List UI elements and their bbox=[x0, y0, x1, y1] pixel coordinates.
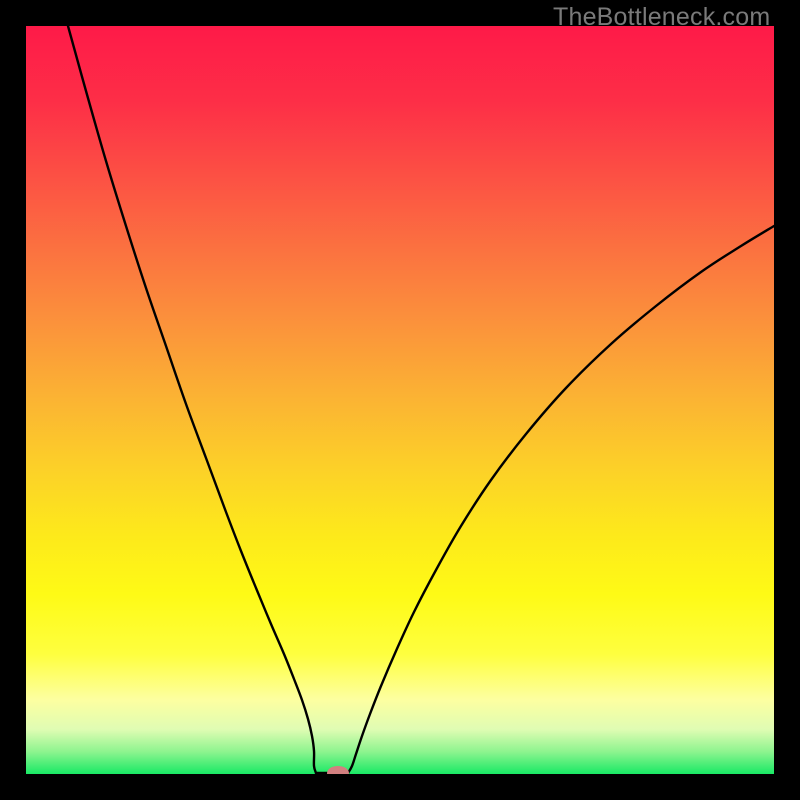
plot-background bbox=[26, 26, 774, 774]
outer-frame bbox=[0, 0, 800, 800]
watermark-text: TheBottleneck.com bbox=[553, 3, 770, 32]
chart-svg bbox=[0, 0, 800, 800]
